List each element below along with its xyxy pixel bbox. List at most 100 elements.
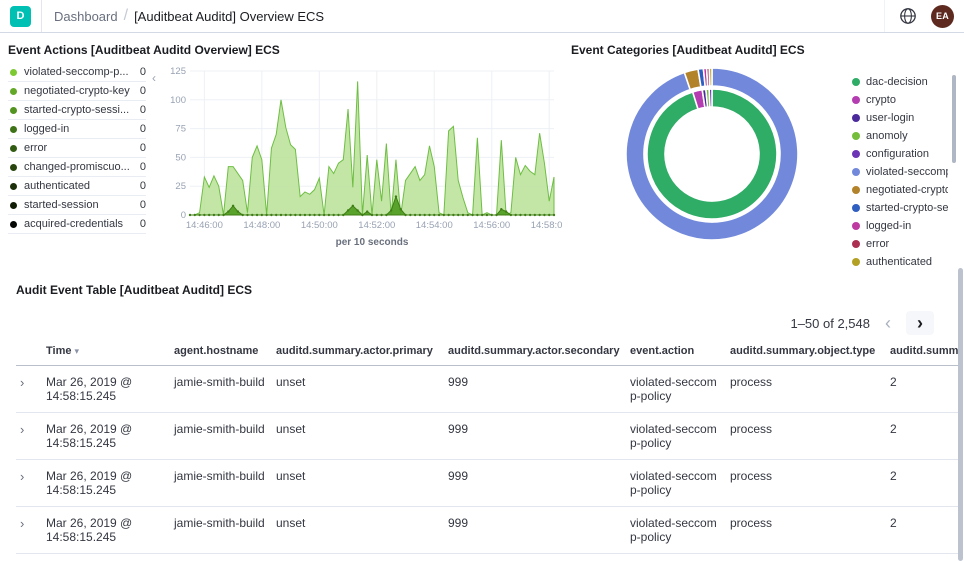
audit-event-table: Time ▾ agent.hostname auditd.summary.actor.… — [16, 339, 962, 561]
pagination-next-button[interactable]: › — [906, 311, 934, 335]
legend-label: configuration — [866, 147, 929, 160]
legend-label: started-session — [24, 199, 99, 211]
donut-slice-violated-seccomp[interactable] — [624, 67, 799, 241]
sort-desc-icon: ▾ — [74, 346, 80, 356]
legend-item[interactable]: violated-seccomp... — [852, 163, 948, 180]
cell-actor-primary: unset — [272, 365, 444, 413]
legend-item[interactable]: dac-decision — [852, 73, 948, 90]
svg-text:14:50:00: 14:50:00 — [301, 220, 338, 231]
column-header-3[interactable]: auditd.summary.actor.secondary — [444, 339, 626, 366]
legend-color-dot — [852, 77, 860, 86]
cell-actor-secondary: 999 — [444, 459, 626, 507]
column-header-1[interactable]: agent.hostname — [170, 339, 272, 366]
user-avatar[interactable]: EA — [931, 4, 954, 28]
cell-time: Mar 26, 2019 @ 14:58:15.245 — [42, 459, 170, 507]
pagination-prev-button[interactable]: ‹ — [885, 312, 891, 333]
column-header-4[interactable]: event.action — [626, 339, 726, 366]
cell-time: Mar 26, 2019 @ 14:58:15.245 — [42, 412, 170, 460]
legend-label: started-crypto-sessi... — [24, 104, 130, 116]
svg-text:125: 125 — [170, 66, 186, 77]
legend-item[interactable]: violated-seccomp-p... 0 — [8, 63, 146, 82]
vertical-scrollbar[interactable] — [958, 268, 963, 561]
cell-object-type: process — [726, 412, 886, 460]
app-logo[interactable]: D — [10, 5, 31, 27]
svg-text:100: 100 — [170, 95, 186, 106]
svg-text:14:46:00: 14:46:00 — [186, 220, 223, 231]
event-actions-area-chart[interactable]: 0 25 50 75 100 125 14:46:00 14:48:00 14:50:00 14:… — [162, 63, 562, 251]
legend-item[interactable]: negotiated-crypto-key 0 — [8, 82, 146, 101]
legend-label: changed-promiscuo... — [24, 161, 130, 173]
legend-value: 0 — [139, 66, 146, 78]
cell-object-type: process — [726, 506, 886, 554]
globe-icon[interactable] — [899, 7, 917, 25]
legend-scrollbar[interactable] — [952, 75, 956, 163]
legend-item[interactable]: logged-in 0 — [8, 120, 146, 139]
legend-label: started-crypto-se... — [866, 201, 948, 214]
table-header-row: Time ▾ agent.hostname auditd.summary.actor.… — [16, 339, 962, 366]
row-expand-icon[interactable]: › — [20, 375, 25, 390]
legend-item[interactable]: configuration — [852, 145, 948, 162]
table-row: › Mar 26, 2019 @ 14:58:15.245 jamie-smit… — [16, 553, 962, 561]
row-expand-icon[interactable]: › — [20, 422, 25, 437]
event-categories-donut-chart[interactable] — [601, 61, 823, 247]
svg-text:14:54:00: 14:54:00 — [416, 220, 453, 231]
table-row: › Mar 26, 2019 @ 14:58:15.245 jamie-smit… — [16, 506, 962, 554]
legend-color-dot — [852, 113, 860, 122]
nav-divider — [884, 0, 885, 32]
cell-summary: 2 — [886, 506, 962, 554]
legend-label: error — [24, 142, 48, 154]
legend-value: 0 — [139, 180, 146, 192]
legend-label: negotiated-crypto-key — [24, 85, 130, 97]
legend-label: error — [866, 237, 890, 250]
table-pagination: 1–50 of 2,548 ‹ › — [790, 301, 948, 337]
legend-item[interactable]: authenticated — [852, 253, 948, 270]
table-row: › Mar 26, 2019 @ 14:58:15.245 jamie-smit… — [16, 365, 962, 413]
cell-event-action: violated-seccomp-policy — [626, 506, 726, 554]
cell-actor-primary: unset — [272, 459, 444, 507]
column-header-6[interactable]: auditd.summary — [886, 339, 962, 366]
page-title: [Auditbeat Auditd] Overview ECS — [134, 8, 325, 24]
cell-hostname: jamie-smith-build — [170, 553, 272, 561]
legend-item[interactable]: error 0 — [8, 139, 146, 158]
legend-color-dot — [852, 239, 860, 248]
legend-item[interactable]: started-crypto-se... — [852, 199, 948, 216]
nav-divider — [41, 0, 42, 32]
legend-label: violated-seccomp-p... — [24, 66, 129, 78]
row-expand-icon[interactable]: › — [20, 469, 25, 484]
legend-label: negotiated-crypto... — [866, 183, 948, 196]
row-expand-icon[interactable]: › — [20, 516, 25, 531]
legend-collapse-icon[interactable]: ‹ — [152, 71, 156, 85]
column-header-0[interactable]: Time ▾ — [42, 339, 170, 366]
legend-item[interactable]: changed-promiscuo... 0 — [8, 158, 146, 177]
donut-slice-authenticated[interactable] — [707, 67, 713, 87]
legend-item[interactable]: negotiated-crypto... — [852, 181, 948, 198]
legend-item[interactable]: crypto — [852, 91, 948, 108]
legend-item[interactable]: error — [852, 235, 948, 252]
legend-item[interactable]: started-session 0 — [8, 196, 146, 215]
legend-item[interactable]: acquired-credentials 0 — [8, 215, 146, 234]
svg-text:14:48:00: 14:48:00 — [243, 220, 280, 231]
cell-hostname: jamie-smith-build — [170, 506, 272, 554]
legend-item[interactable]: started-crypto-sessi... 0 — [8, 101, 146, 120]
event-actions-legend: violated-seccomp-p... 0 negotiated-crypt… — [8, 63, 146, 251]
legend-color-dot — [852, 95, 860, 104]
legend-item[interactable]: authenticated 0 — [8, 177, 146, 196]
svg-text:14:52:00: 14:52:00 — [358, 220, 395, 231]
panel-event-categories: Event Categories [Auditbeat Auditd] ECS … — [564, 37, 956, 271]
cell-actor-secondary: 999 — [444, 506, 626, 554]
panel-event-actions: Event Actions [Auditbeat Auditd Overview… — [8, 37, 564, 271]
legend-item[interactable]: anomoly — [852, 127, 948, 144]
donut-slice-dac-decision[interactable] — [645, 88, 778, 220]
column-header-2[interactable]: auditd.summary.actor.primary — [272, 339, 444, 366]
column-header-5[interactable]: auditd.summary.object.type — [726, 339, 886, 366]
legend-item[interactable]: logged-in — [852, 217, 948, 234]
donut-slice-configuration[interactable] — [707, 88, 713, 108]
legend-value: 0 — [139, 218, 146, 230]
cell-summary: 2 — [886, 459, 962, 507]
svg-text:14:58:00: 14:58:00 — [531, 220, 562, 231]
legend-item[interactable]: user-login — [852, 109, 948, 126]
cell-event-action: violated-seccomp-policy — [626, 365, 726, 413]
breadcrumb-dashboard[interactable]: Dashboard — [54, 8, 118, 24]
cell-event-action: violated-seccomp-policy — [626, 412, 726, 460]
legend-color-dot — [10, 201, 17, 209]
